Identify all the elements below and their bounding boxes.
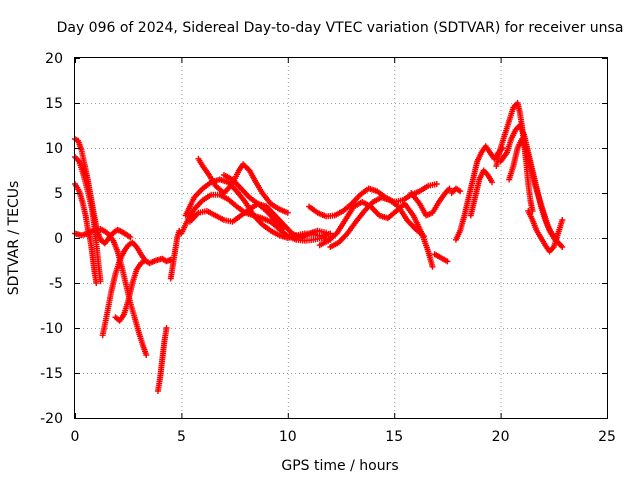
series-track-3 xyxy=(72,181,100,286)
y-tick-label: 20 xyxy=(45,51,63,67)
series-track-6 xyxy=(112,257,149,324)
series-track-11 xyxy=(186,200,330,241)
x-axis-label: GPS time / hours xyxy=(281,458,398,474)
y-tick-label: -5 xyxy=(49,276,63,292)
y-axis-label: SDTVAR / TECUs xyxy=(6,181,22,296)
series-track-20 xyxy=(452,143,506,243)
data-point xyxy=(143,352,150,358)
data-point xyxy=(163,325,170,331)
data-point xyxy=(559,217,566,223)
y-tick-label: -10 xyxy=(40,321,63,337)
data-point xyxy=(127,234,134,241)
axis-ticks: 0 5 10 15 20 25 -20 -15 -10 -5 0 5 10 15 20 xyxy=(40,51,616,445)
data-point xyxy=(420,233,427,240)
series-track-25 xyxy=(525,208,566,255)
plot-frame xyxy=(74,57,608,419)
x-tick-label: 0 xyxy=(71,429,80,445)
data-point xyxy=(280,226,287,232)
series-track-18 xyxy=(431,251,451,265)
y-tick-label: -20 xyxy=(40,411,63,427)
x-tick-label: 20 xyxy=(492,429,510,445)
x-tick-label: 10 xyxy=(279,429,297,445)
data-point xyxy=(284,209,291,216)
series-track-13 xyxy=(220,172,287,232)
y-tick-label: 15 xyxy=(45,96,63,112)
data-point xyxy=(457,188,464,195)
y-tick-label: -15 xyxy=(40,366,63,382)
y-tick-label: 10 xyxy=(45,141,63,157)
data-point xyxy=(327,230,334,237)
data-points xyxy=(72,100,566,394)
series-track-19 xyxy=(448,185,464,196)
chart-title: Day 096 of 2024, Sidereal Day-to-day VTE… xyxy=(57,20,624,36)
data-point xyxy=(444,258,451,265)
data-point xyxy=(429,263,436,270)
y-tick-label: 5 xyxy=(54,186,63,202)
series-track-2 xyxy=(72,154,104,285)
x-tick-label: 5 xyxy=(177,429,186,445)
data-point xyxy=(559,244,566,250)
series-track-17 xyxy=(408,185,453,219)
series-track-7 xyxy=(154,325,170,394)
series-track-12 xyxy=(195,155,291,216)
data-point xyxy=(446,185,453,192)
y-tick-label: 0 xyxy=(54,231,63,247)
data-point xyxy=(93,280,100,286)
series-track-4 xyxy=(72,226,150,358)
data-point xyxy=(323,229,330,236)
series-track-24 xyxy=(506,136,559,241)
data-point xyxy=(433,181,440,187)
x-tick-label: 25 xyxy=(598,429,616,445)
series-track-16 xyxy=(327,194,427,250)
data-point xyxy=(142,257,149,264)
x-tick-label: 15 xyxy=(385,429,403,445)
data-point xyxy=(489,179,496,186)
series-track-8 xyxy=(167,227,183,282)
series-track-21 xyxy=(467,167,496,219)
